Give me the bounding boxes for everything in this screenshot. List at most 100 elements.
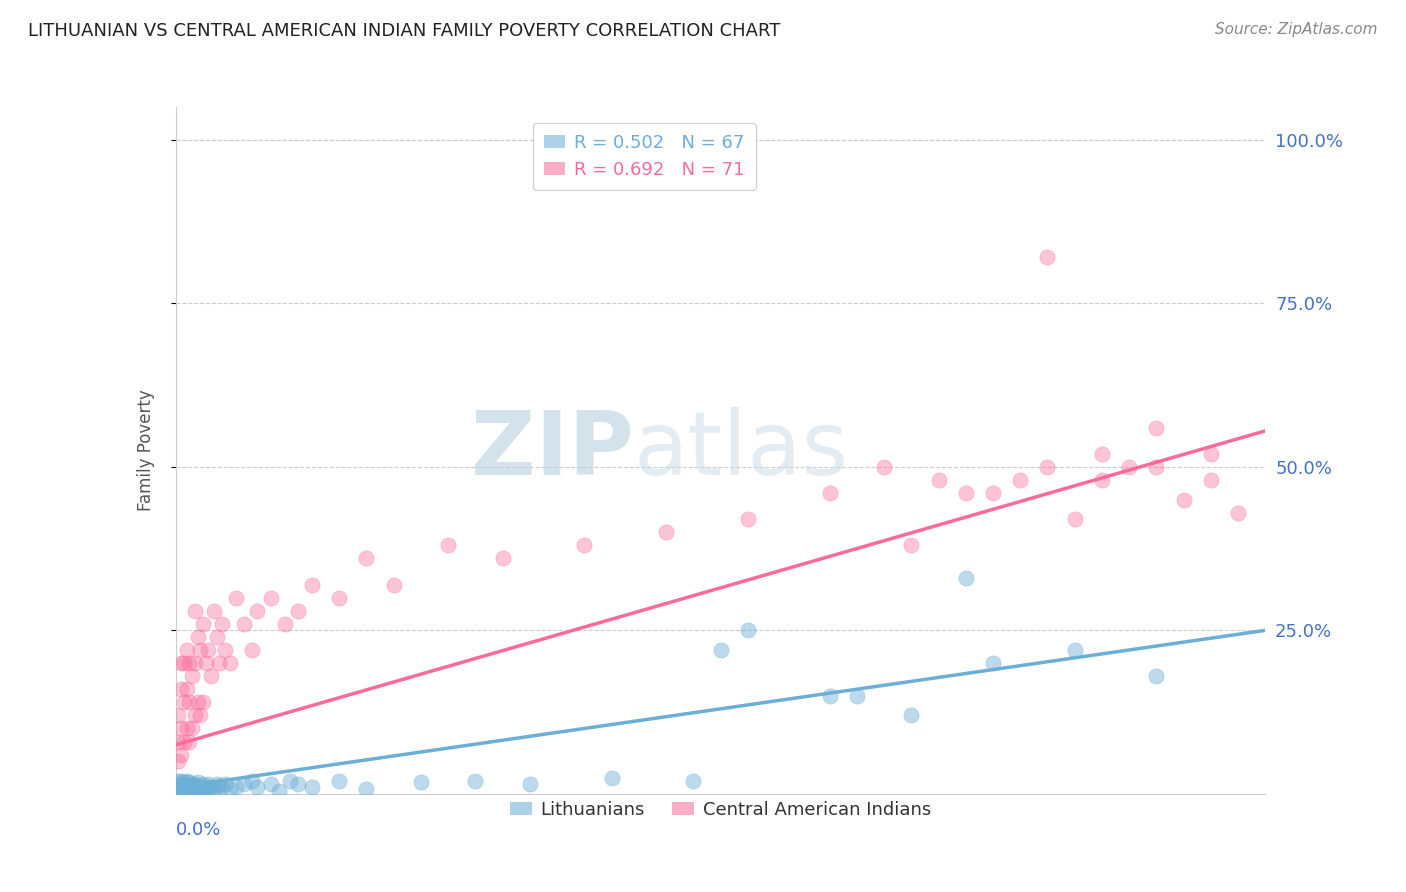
Point xyxy=(955,571,977,585)
Point xyxy=(179,734,201,748)
Point xyxy=(1144,669,1167,683)
Point xyxy=(173,695,195,709)
Point xyxy=(240,773,263,788)
Point xyxy=(1199,447,1222,461)
Point xyxy=(167,780,190,795)
Point xyxy=(181,780,204,795)
Point xyxy=(211,616,233,631)
Point xyxy=(188,779,211,793)
Point xyxy=(232,777,254,791)
Point xyxy=(176,722,198,736)
Point xyxy=(682,773,704,788)
Point xyxy=(170,656,193,670)
Point xyxy=(211,780,233,795)
Point xyxy=(710,643,733,657)
Point xyxy=(278,773,301,788)
Point xyxy=(191,781,214,796)
Point xyxy=(184,785,207,799)
Point xyxy=(981,486,1004,500)
Point xyxy=(179,778,201,792)
Point xyxy=(191,616,214,631)
Point xyxy=(167,734,190,748)
Point xyxy=(170,777,193,791)
Point xyxy=(170,773,193,788)
Point xyxy=(188,643,211,657)
Point xyxy=(655,525,678,540)
Point xyxy=(170,747,193,762)
Point xyxy=(176,780,198,795)
Point xyxy=(981,656,1004,670)
Text: ZIP: ZIP xyxy=(471,407,633,494)
Point xyxy=(181,669,204,683)
Point xyxy=(184,656,207,670)
Point xyxy=(167,783,190,797)
Point xyxy=(186,783,209,797)
Point xyxy=(214,643,236,657)
Point xyxy=(219,656,242,670)
Point xyxy=(519,777,541,791)
Point xyxy=(200,669,222,683)
Point xyxy=(167,773,190,788)
Point xyxy=(818,486,841,500)
Point xyxy=(274,616,297,631)
Point xyxy=(382,577,405,591)
Point xyxy=(176,643,198,657)
Point xyxy=(1199,473,1222,487)
Point xyxy=(1144,420,1167,434)
Point xyxy=(737,624,759,638)
Point xyxy=(737,512,759,526)
Point xyxy=(173,779,195,793)
Point xyxy=(176,682,198,697)
Text: 0.0%: 0.0% xyxy=(176,822,221,839)
Point xyxy=(437,538,460,552)
Point xyxy=(191,695,214,709)
Point xyxy=(170,722,193,736)
Point xyxy=(1036,459,1059,474)
Point xyxy=(197,783,219,797)
Point xyxy=(181,777,204,791)
Point xyxy=(179,656,201,670)
Point xyxy=(208,779,231,793)
Point xyxy=(181,783,204,797)
Point xyxy=(818,689,841,703)
Point xyxy=(200,780,222,795)
Point xyxy=(205,777,228,791)
Point xyxy=(167,754,190,768)
Point xyxy=(246,780,269,795)
Point xyxy=(301,577,323,591)
Point xyxy=(260,591,283,605)
Point xyxy=(184,777,207,791)
Point xyxy=(600,771,623,785)
Point xyxy=(176,773,198,788)
Point xyxy=(173,781,195,796)
Point xyxy=(240,643,263,657)
Point xyxy=(186,775,209,789)
Text: atlas: atlas xyxy=(633,407,849,494)
Point xyxy=(328,591,350,605)
Point xyxy=(184,781,207,796)
Point xyxy=(873,459,896,474)
Point xyxy=(492,551,515,566)
Point xyxy=(176,783,198,797)
Point xyxy=(186,630,209,644)
Point xyxy=(246,604,269,618)
Point xyxy=(219,781,242,796)
Point xyxy=(214,777,236,791)
Point xyxy=(1227,506,1250,520)
Point xyxy=(188,708,211,723)
Point xyxy=(173,734,195,748)
Point xyxy=(173,656,195,670)
Point xyxy=(179,775,201,789)
Point xyxy=(356,781,378,796)
Point xyxy=(1118,459,1140,474)
Point xyxy=(205,630,228,644)
Point xyxy=(194,780,217,795)
Point xyxy=(170,783,193,797)
Point xyxy=(179,695,201,709)
Point xyxy=(900,538,922,552)
Point xyxy=(1036,251,1059,265)
Point xyxy=(202,604,225,618)
Point xyxy=(260,777,283,791)
Point xyxy=(173,775,195,789)
Point xyxy=(170,780,193,795)
